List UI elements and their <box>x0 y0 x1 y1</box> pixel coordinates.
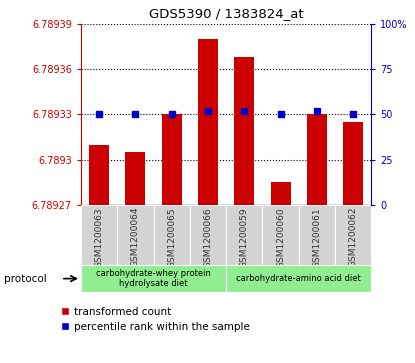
Text: GSM1200065: GSM1200065 <box>167 207 176 268</box>
Bar <box>263 205 299 265</box>
Bar <box>226 265 371 292</box>
Text: carbohydrate-amino acid diet: carbohydrate-amino acid diet <box>237 274 361 283</box>
Text: GSM1200061: GSM1200061 <box>312 207 322 268</box>
Bar <box>125 152 145 205</box>
Text: GSM1200063: GSM1200063 <box>95 207 104 268</box>
Bar <box>162 114 182 205</box>
Bar <box>117 205 154 265</box>
Bar <box>154 205 190 265</box>
Bar <box>81 265 226 292</box>
Text: GSM1200060: GSM1200060 <box>276 207 285 268</box>
Legend: transformed count, percentile rank within the sample: transformed count, percentile rank withi… <box>57 303 254 336</box>
Bar <box>343 122 363 205</box>
Bar <box>335 205 371 265</box>
Text: GSM1200064: GSM1200064 <box>131 207 140 268</box>
Bar <box>190 205 226 265</box>
Bar <box>89 144 109 205</box>
Text: GSM1200062: GSM1200062 <box>349 207 358 268</box>
Bar <box>226 205 263 265</box>
Text: protocol: protocol <box>4 274 47 284</box>
Title: GDS5390 / 1383824_at: GDS5390 / 1383824_at <box>149 7 303 20</box>
Text: carbohydrate-whey protein
hydrolysate diet: carbohydrate-whey protein hydrolysate di… <box>96 269 211 288</box>
Bar <box>271 183 290 205</box>
Bar <box>81 205 117 265</box>
Text: GSM1200066: GSM1200066 <box>203 207 212 268</box>
Bar <box>299 205 335 265</box>
Bar <box>198 39 218 205</box>
Bar <box>234 57 254 205</box>
Bar <box>307 114 327 205</box>
Text: GSM1200059: GSM1200059 <box>240 207 249 268</box>
